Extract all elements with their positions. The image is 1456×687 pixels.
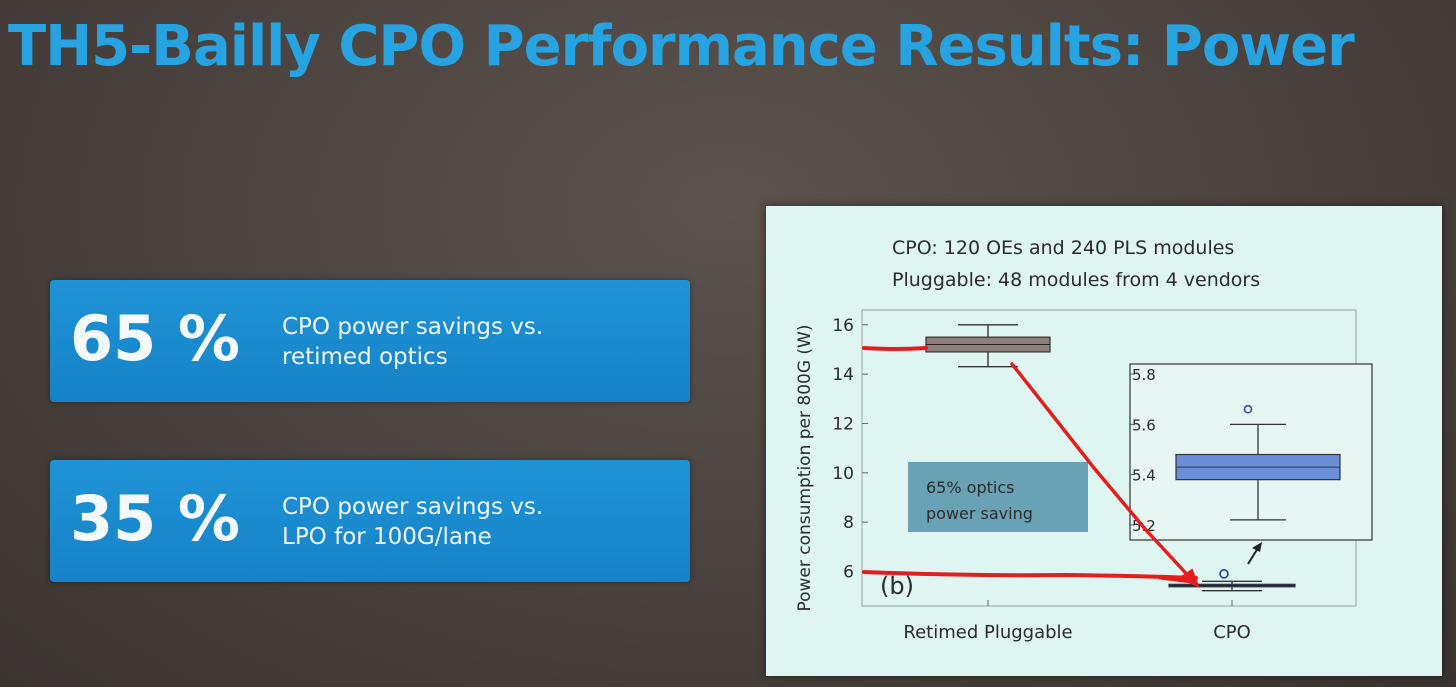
slide-title: TH5-Bailly CPO Performance Results: Powe…	[8, 14, 1355, 79]
y-tick-label: 6	[843, 562, 854, 582]
stat-box-lpo: 35 % CPO power savings vs. LPO for 100G/…	[50, 460, 690, 582]
stat-description-line: CPO power savings vs.	[282, 494, 544, 520]
chart-note: Pluggable: 48 modules from 4 vendors	[892, 269, 1260, 291]
y-tick-label: 12	[832, 414, 854, 434]
y-tick-label: 10	[832, 464, 854, 484]
annotation-text: 65% optics	[926, 478, 1014, 497]
inset-arrow-line	[1247, 547, 1259, 565]
x-tick-label: CPO	[1213, 622, 1251, 643]
stat-description-line: LPO for 100G/lane	[282, 524, 492, 550]
x-tick-label: Retimed Pluggable	[903, 622, 1072, 643]
outlier-point	[1219, 569, 1229, 579]
y-tick-label: 14	[832, 365, 854, 385]
inset-y-tick-label: 5.6	[1132, 416, 1156, 434]
red-marker-pluggable	[862, 346, 928, 351]
y-tick-label: 16	[832, 316, 854, 336]
y-axis-label: Power consumption per 800G (W)	[795, 324, 815, 611]
red-arrow-head-bar	[1158, 576, 1194, 584]
inset-y-tick-label: 5.8	[1132, 366, 1156, 384]
annotation-box	[908, 462, 1088, 532]
panel-label: (b)	[880, 572, 914, 600]
chart-note: CPO: 120 OEs and 240 PLS modules	[892, 237, 1234, 259]
stat-description-line: CPO power savings vs.	[282, 314, 544, 340]
stat-value: 35 %	[70, 482, 240, 555]
inset-frame	[1129, 363, 1373, 541]
y-tick-label: 8	[843, 513, 854, 533]
inset-arrow-head	[1252, 542, 1262, 552]
red-arrow-line	[1010, 362, 1196, 584]
stat-description-line: retimed optics	[282, 344, 448, 370]
inset-y-tick-label: 5.4	[1132, 467, 1156, 485]
stat-box-retimed: 65 % CPO power savings vs. retimed optic…	[50, 280, 690, 402]
boxplot-chart: CPO: 120 OEs and 240 PLS modules Pluggab…	[795, 237, 1373, 643]
stat-description: CPO power savings vs. LPO for 100G/lane	[282, 492, 543, 552]
annotation-text: power saving	[926, 504, 1033, 523]
red-arrow-head	[1177, 568, 1200, 588]
stat-description: CPO power savings vs. retimed optics	[282, 312, 543, 372]
red-marker-cpo	[862, 570, 1198, 580]
stat-value: 65 %	[70, 302, 240, 375]
chart-panel: CPO: 120 OEs and 240 PLS modules Pluggab…	[766, 206, 1442, 676]
inset-outlier-point	[1243, 405, 1253, 414]
